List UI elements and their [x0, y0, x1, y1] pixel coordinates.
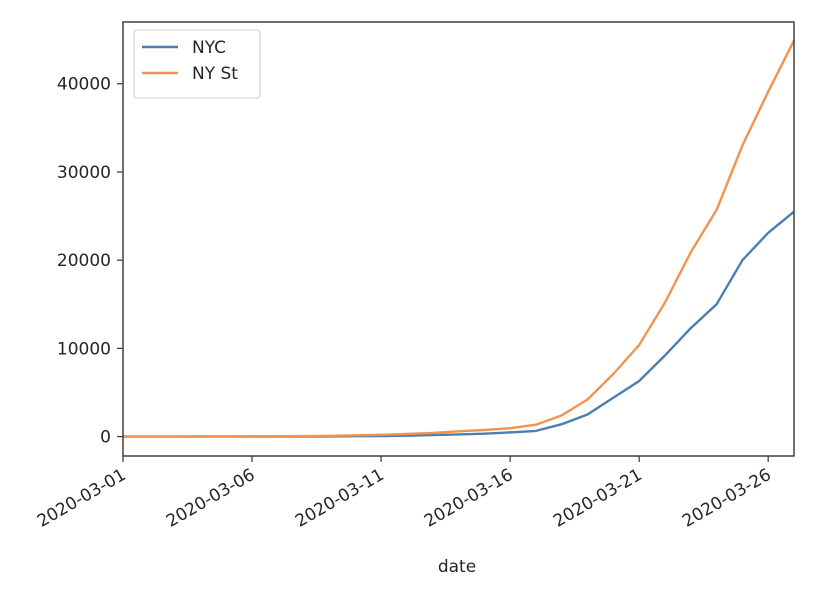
y-tick-label: 10000 — [57, 339, 111, 359]
x-axis-label: date — [438, 557, 476, 577]
y-tick-label: 40000 — [57, 75, 111, 95]
plot-frame — [122, 21, 795, 457]
x-tick-label: 2020-03-11 — [292, 465, 388, 532]
x-tick-label: 2020-03-21 — [550, 465, 646, 532]
x-tick-label: 2020-03-01 — [34, 465, 130, 532]
series-layer — [123, 39, 796, 438]
x-tick-label: 2020-03-06 — [163, 465, 259, 532]
x-tick-label: 2020-03-26 — [679, 465, 775, 532]
y-tick-label: 30000 — [57, 163, 111, 183]
y-tick-label: 0 — [100, 428, 111, 448]
series-line-0 — [123, 210, 795, 438]
series-line-1 — [123, 39, 796, 438]
x-tick-label: 2020-03-16 — [421, 465, 517, 532]
x-axis: 2020-03-01 2020-03-06 2020-03-11 2020-03-16… — [34, 456, 775, 532]
legend-label-1: NY St — [192, 64, 238, 84]
legend: NYC NY St — [133, 29, 261, 99]
y-axis: 0 10000 20000 30000 40000 — [57, 75, 123, 448]
y-tick-label: 20000 — [57, 251, 111, 271]
legend-label-0: NYC — [192, 38, 226, 58]
